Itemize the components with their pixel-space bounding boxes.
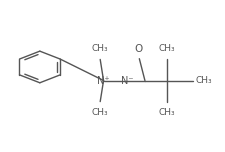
Text: CH₃: CH₃ [92, 108, 108, 117]
Text: CH₃: CH₃ [159, 108, 176, 117]
Text: N⁻: N⁻ [121, 76, 133, 86]
Text: O: O [134, 44, 142, 54]
Text: CH₃: CH₃ [195, 76, 212, 85]
Text: CH₃: CH₃ [159, 44, 176, 53]
Text: CH₃: CH₃ [92, 44, 108, 53]
Text: N⁺: N⁺ [97, 76, 110, 86]
